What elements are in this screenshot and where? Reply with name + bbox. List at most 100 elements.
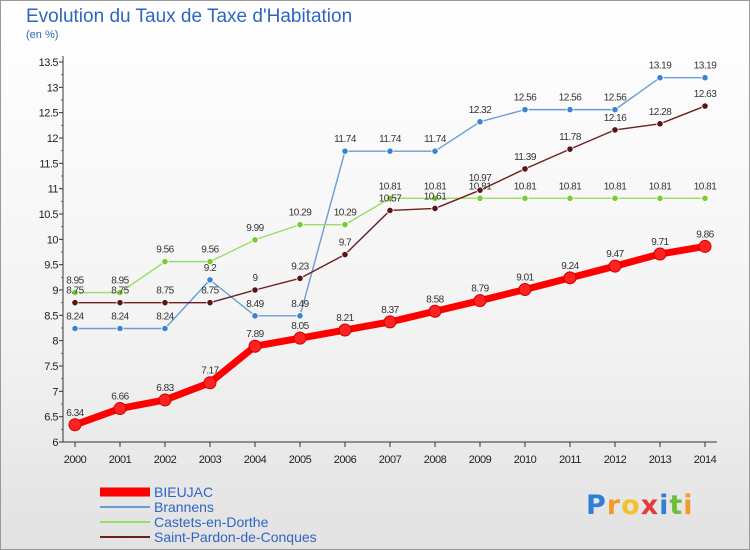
- data-point: [341, 147, 349, 155]
- data-point: [521, 106, 529, 114]
- x-tick-label: 2010: [514, 454, 537, 466]
- y-tick-label: 6.5: [44, 412, 58, 424]
- data-label: 9.01: [516, 272, 534, 283]
- data-point: [161, 324, 169, 333]
- logo-letter: i: [659, 490, 670, 521]
- data-label: 9.56: [156, 245, 174, 256]
- data-label: 13.19: [694, 61, 717, 72]
- logo-letter: x: [640, 490, 660, 521]
- logo-letter: r: [606, 490, 622, 521]
- x-tick-label: 2008: [424, 454, 447, 466]
- data-point: [698, 239, 712, 253]
- data-label: 10.29: [289, 208, 312, 219]
- data-label: 9.24: [561, 261, 579, 272]
- logo-letter: i: [683, 490, 694, 521]
- y-tick-label: 12.5: [39, 108, 59, 120]
- data-point: [203, 376, 217, 390]
- data-label: 10.81: [424, 181, 447, 192]
- data-label: 8.79: [471, 284, 489, 295]
- data-point: [116, 324, 124, 333]
- data-label: 12.16: [604, 113, 627, 124]
- data-label: 8.75: [156, 286, 174, 297]
- data-point: [431, 147, 439, 155]
- data-point: [566, 106, 574, 114]
- data-point: [386, 206, 394, 215]
- data-label: 10.81: [379, 181, 402, 192]
- legend-label: Saint-Pardon-de-Conques: [154, 529, 317, 545]
- data-label: 8.05: [291, 321, 309, 332]
- data-label: 11.74: [334, 134, 357, 145]
- data-label: 9.86: [696, 229, 714, 240]
- data-point: [68, 418, 82, 432]
- data-point: [611, 126, 619, 134]
- data-point: [566, 145, 574, 153]
- data-point: [116, 299, 124, 307]
- data-label: 11.74: [424, 134, 447, 145]
- data-point: [386, 147, 394, 155]
- data-label: 8.95: [66, 276, 84, 287]
- legend-label: Castets-en-Dorthe: [154, 514, 269, 530]
- data-label: 8.24: [156, 312, 174, 323]
- y-tick-label: 7.5: [44, 361, 58, 373]
- data-point: [701, 102, 709, 110]
- data-point: [656, 194, 664, 202]
- data-point: [296, 312, 304, 320]
- data-label: 12.32: [469, 105, 492, 116]
- chart-title: Evolution du Taux de Taxe d'Habitation: [26, 6, 353, 27]
- data-label: 10.81: [694, 181, 717, 192]
- data-point: [251, 236, 259, 244]
- data-point: [566, 194, 574, 202]
- data-label: 8.58: [426, 294, 444, 305]
- data-point: [113, 402, 127, 416]
- data-point: [431, 194, 439, 202]
- data-point: [116, 288, 124, 297]
- data-label: 9.99: [246, 223, 264, 234]
- data-point: [611, 106, 619, 114]
- data-label: 8.21: [336, 313, 354, 324]
- data-label: 9.56: [201, 245, 219, 256]
- data-point: [563, 271, 577, 285]
- data-point: [656, 120, 664, 128]
- logo-letter: P: [586, 490, 607, 521]
- y-tick-label: 9: [52, 285, 58, 297]
- data-point: [476, 118, 484, 126]
- x-tick-label: 2007: [379, 454, 402, 466]
- data-label: 8.24: [111, 312, 129, 323]
- data-point: [71, 288, 79, 297]
- data-point: [293, 331, 307, 345]
- data-label: 9: [252, 273, 258, 284]
- data-point: [386, 194, 394, 202]
- data-label: 12.56: [514, 93, 537, 104]
- data-label: 11.78: [559, 132, 582, 143]
- data-label: 13.19: [649, 61, 672, 72]
- data-label: 12.56: [604, 93, 627, 104]
- data-label: 9.71: [651, 237, 669, 248]
- data-label: 10.81: [604, 181, 627, 192]
- data-point: [473, 294, 487, 308]
- data-label: 8.49: [246, 299, 264, 310]
- data-label: 10.81: [559, 181, 582, 192]
- x-tick-label: 2013: [649, 454, 672, 466]
- data-point: [341, 250, 349, 259]
- y-tick-label: 11: [48, 184, 59, 196]
- y-tick-label: 8.5: [44, 310, 58, 322]
- data-point: [476, 194, 484, 202]
- data-point: [383, 315, 397, 329]
- x-tick-label: 2011: [559, 454, 581, 466]
- data-label: 9.2: [204, 263, 217, 274]
- data-point: [206, 276, 214, 284]
- legend-label: Brannens: [154, 499, 214, 515]
- data-point: [431, 204, 439, 213]
- data-label: 8.95: [111, 276, 129, 287]
- proxiti-logo: Proxiti: [586, 490, 694, 521]
- chart-subtitle: (en %): [26, 29, 59, 41]
- data-point: [71, 324, 79, 333]
- x-tick-label: 2004: [244, 454, 267, 466]
- data-label: 10.97: [469, 173, 492, 184]
- data-label: 11.39: [514, 152, 537, 163]
- data-label: 7.89: [246, 329, 264, 340]
- logo-letter: o: [621, 490, 641, 521]
- y-tick-label: 13.5: [39, 57, 59, 69]
- data-label: 8.75: [201, 286, 219, 297]
